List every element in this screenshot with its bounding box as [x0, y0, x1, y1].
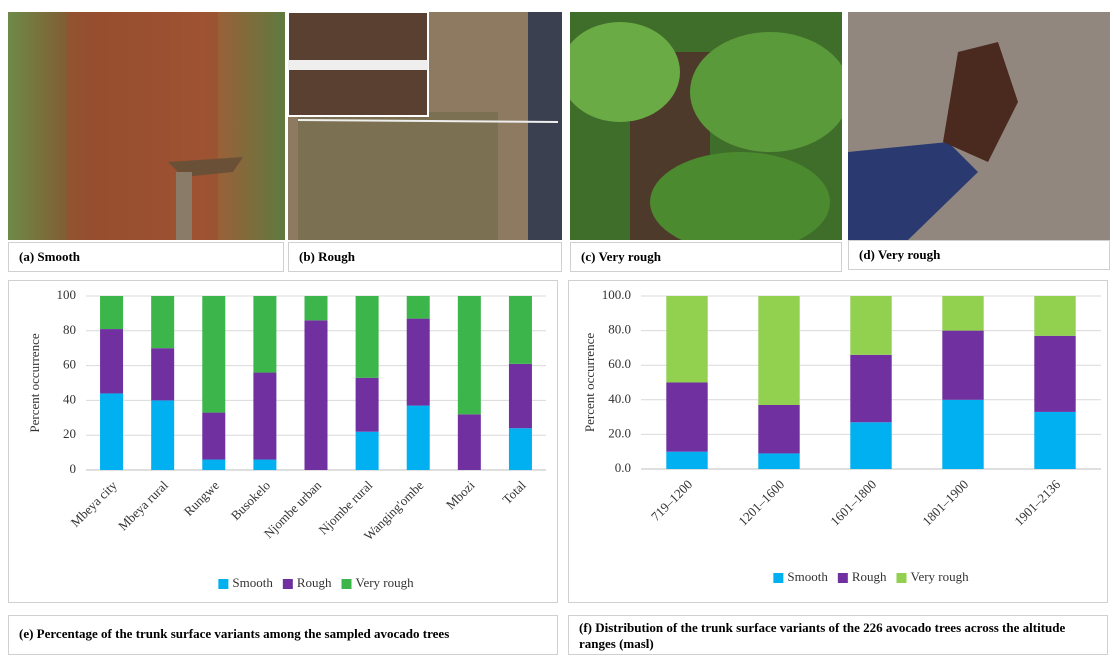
y-tick-label: 60	[63, 357, 76, 372]
y-tick-label: 40.0	[608, 391, 631, 406]
bar-segment	[100, 296, 124, 330]
x-tick-label: Mbeya city	[68, 477, 121, 530]
y-tick-label: 100.0	[602, 287, 631, 302]
y-tick-label: 100	[57, 287, 77, 302]
legend-swatch	[896, 573, 907, 583]
bar-segment	[202, 296, 226, 413]
caption: (d) Very rough	[848, 240, 1110, 270]
bar-segment	[850, 296, 892, 355]
bar-segment	[304, 296, 328, 321]
legend-swatch	[341, 579, 352, 589]
y-tick-label: 40	[63, 391, 76, 406]
bar-segment	[253, 372, 277, 460]
x-tick-label: Mbozi	[443, 477, 478, 512]
bar-segment	[253, 296, 277, 373]
x-tick-label: 1801–1900	[919, 477, 971, 529]
y-tick-label: 20.0	[608, 425, 631, 440]
bar-segment	[151, 296, 175, 349]
x-tick-label: 719–1200	[648, 477, 695, 524]
legend-swatch	[837, 573, 848, 583]
chart: 0.0 20.0 40.0 60.0 80.0 100.0 Percent occurren…	[582, 287, 1101, 584]
x-tick-label: Mbeya rural	[115, 477, 171, 533]
photo-rough	[288, 12, 562, 240]
bar-segment	[758, 404, 800, 454]
bar-segment	[758, 296, 800, 405]
y-axis-label: Percent occurrence	[582, 333, 597, 432]
caption: (b) Rough	[288, 242, 562, 272]
bar-segment	[355, 296, 379, 378]
bar-segment	[253, 459, 277, 470]
chart-frame: 0.0 20.0 40.0 60.0 80.0 100.0 Percent occurren…	[568, 280, 1108, 603]
caption: (c) Very rough	[570, 242, 842, 272]
y-tick-label: 0	[70, 461, 77, 476]
bar-segment	[202, 412, 226, 460]
bar-segment	[406, 318, 430, 406]
bar-segment	[202, 459, 226, 470]
bar-segment	[666, 296, 708, 383]
bar-segment	[151, 348, 175, 401]
bar-segment	[1034, 411, 1076, 469]
bar-segment	[666, 451, 708, 469]
y-tick-label: 60.0	[608, 356, 631, 371]
y-tick-label: 80.0	[608, 322, 631, 337]
legend-label: Rough	[852, 569, 887, 584]
x-tick-label: 1601–1800	[827, 477, 879, 529]
bar-segment	[942, 296, 984, 331]
bar-segment	[942, 330, 984, 400]
bar-segment	[100, 393, 124, 470]
bar-segment	[355, 377, 379, 432]
legend-label: Rough	[297, 575, 332, 590]
bar-segment	[457, 414, 481, 470]
legend-label: Smooth	[787, 569, 828, 584]
bar-segment	[406, 405, 430, 470]
photo-very-rough	[570, 12, 842, 240]
bar-segment	[304, 320, 328, 470]
legend-swatch	[282, 579, 293, 589]
bar-segment	[666, 382, 708, 452]
x-tick-label: 1201–1600	[735, 477, 787, 529]
bar-segment	[100, 329, 124, 394]
photo-very-rough-hand	[848, 12, 1110, 240]
bar-segment	[508, 363, 532, 429]
bar-segment	[151, 400, 175, 470]
bar-segment	[1034, 296, 1076, 336]
bar-segment	[457, 296, 481, 415]
chart-caption: (e) Percentage of the trunk surface vari…	[8, 615, 558, 655]
chart-caption: (f) Distribution of the trunk surface va…	[568, 615, 1108, 655]
bar-segment	[1034, 335, 1076, 412]
legend-label: Smooth	[232, 575, 273, 590]
bar-segment	[850, 354, 892, 423]
chart: 0 20 40 60 80 100 Percent occurrence Mbeya city…	[27, 287, 546, 590]
bar-segment	[758, 453, 800, 469]
photo-smooth	[8, 12, 285, 240]
x-tick-label: Total	[499, 477, 529, 507]
chart-frame: 0 20 40 60 80 100 Percent occurrence Mbeya city…	[8, 280, 558, 603]
legend-swatch	[773, 573, 784, 583]
y-axis-label: Percent occurrence	[27, 333, 42, 432]
legend-label: Very rough	[911, 569, 970, 584]
bar-segment	[355, 431, 379, 470]
legend-swatch	[218, 579, 229, 589]
x-tick-label: Rungwe	[181, 477, 222, 518]
bar-segment	[942, 399, 984, 469]
x-tick-label: Busokelo	[228, 478, 273, 523]
bar-segment	[406, 296, 430, 319]
y-tick-label: 80	[63, 322, 76, 337]
bar-segment	[508, 428, 532, 470]
legend-label: Very rough	[356, 575, 415, 590]
bar-segment	[508, 296, 532, 364]
y-tick-label: 20	[63, 426, 76, 441]
y-tick-label: 0.0	[615, 460, 631, 475]
bar-segment	[850, 422, 892, 469]
caption: (a) Smooth	[8, 242, 284, 272]
x-tick-label: 1901–2136	[1011, 476, 1063, 528]
